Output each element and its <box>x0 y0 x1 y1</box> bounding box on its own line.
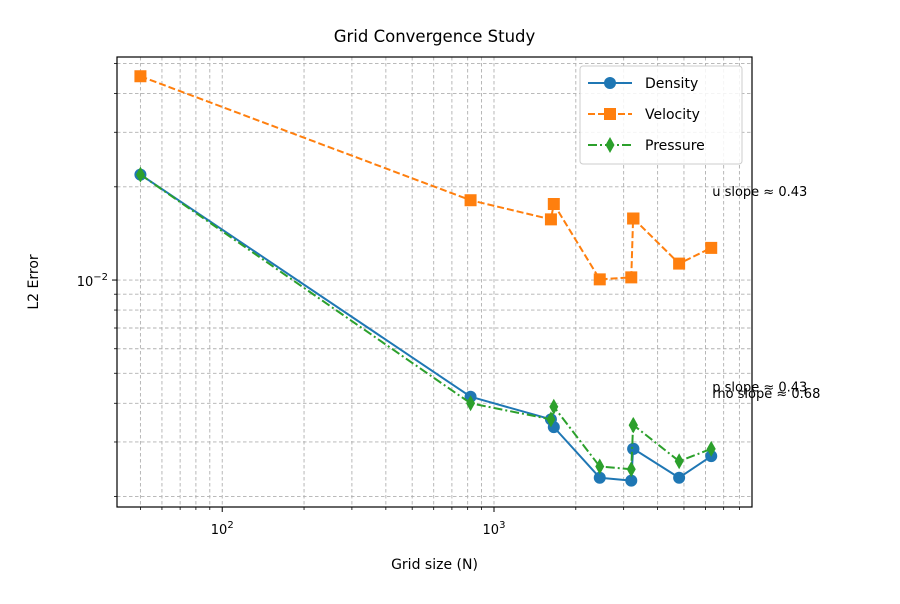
data-point-pressure <box>466 395 476 412</box>
data-point-density <box>593 471 606 484</box>
data-point-pressure <box>546 411 556 428</box>
data-point-velocity <box>625 271 638 284</box>
legend-marker-pressure <box>605 137 615 153</box>
data-point-velocity <box>705 241 718 254</box>
data-point-velocity <box>627 212 640 225</box>
data-point-pressure <box>626 461 636 478</box>
grid-lines <box>117 57 752 507</box>
slope-annotation: rho slope ≈ 0.68 <box>712 387 820 402</box>
data-point-density <box>673 471 686 484</box>
series-pressure <box>135 166 716 478</box>
data-point-velocity <box>544 213 557 226</box>
legend-label-pressure: Pressure <box>645 138 705 154</box>
x-axis-label: Grid size (N) <box>391 557 478 573</box>
slope-annotation: u slope ≈ 0.43 <box>712 185 807 200</box>
data-point-pressure <box>595 458 605 475</box>
legend-marker-density <box>604 77 616 89</box>
series-line-velocity <box>140 75 712 281</box>
data-point-velocity <box>134 70 147 83</box>
data-point-density <box>627 442 640 455</box>
y-tick-label: 10−2 <box>77 272 108 290</box>
data-point-pressure <box>674 453 684 470</box>
legend-label-density: Density <box>645 76 698 92</box>
series-line-density <box>139 173 712 482</box>
data-point-velocity <box>547 198 560 211</box>
legend: Density Velocity Pressure <box>579 65 743 165</box>
data-point-velocity <box>593 273 606 286</box>
data-point-pressure <box>706 440 716 457</box>
axes-frame <box>116 56 753 508</box>
slope-annotation: p slope ≈ 0.43 <box>712 381 807 396</box>
legend-marker-velocity <box>604 108 616 120</box>
data-point-pressure <box>549 398 559 415</box>
data-point-pressure <box>135 166 145 183</box>
legend-label-velocity: Velocity <box>645 107 700 123</box>
legend-box <box>579 65 743 165</box>
axis-ticks: 102 103 10−2 <box>77 63 740 538</box>
data-point-pressure <box>628 417 638 434</box>
series-layer <box>134 70 718 487</box>
x-tick-label: 103 <box>483 520 506 538</box>
data-point-density <box>625 474 638 487</box>
y-axis-label: L2 Error <box>26 254 42 310</box>
series-line-pressure <box>139 173 712 471</box>
x-tick-label: 102 <box>211 520 234 538</box>
data-point-velocity <box>464 194 477 207</box>
chart-title: Grid Convergence Study <box>334 27 536 46</box>
series-velocity <box>134 70 718 286</box>
data-point-velocity <box>673 257 686 270</box>
